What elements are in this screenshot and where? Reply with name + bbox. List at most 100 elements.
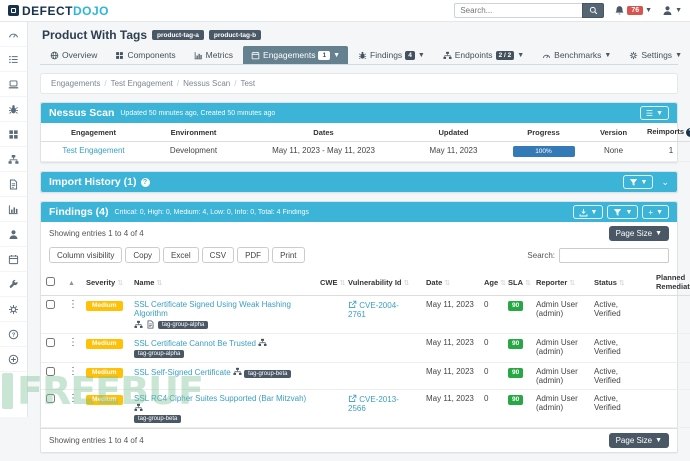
defectdojo-logo[interactable]: DEFECTDOJO	[8, 4, 109, 18]
sitemap-icon	[134, 320, 143, 329]
caret-down-icon: ▼	[675, 52, 682, 59]
findings-panel: Findings (4) Critical: 0, High: 0, Mediu…	[40, 201, 678, 453]
col-sla[interactable]: SLA	[503, 269, 531, 296]
page-size-button-bottom[interactable]: Page Size▼	[609, 433, 669, 448]
note-icon	[146, 320, 155, 329]
search-input[interactable]	[454, 3, 582, 18]
sidebar-item-tools[interactable]	[0, 272, 27, 297]
caret-down-icon: ▼	[641, 179, 648, 186]
sidebar-item-configuration[interactable]	[0, 297, 27, 322]
caret-down-icon: ▼	[656, 110, 663, 117]
col-name[interactable]: Name	[129, 269, 315, 296]
bug-icon	[358, 51, 367, 60]
notifications-menu[interactable]: 76 ▼	[614, 5, 652, 16]
sidebar-item-calendar[interactable]	[0, 247, 27, 272]
sort-asc-icon[interactable]: ▲	[68, 280, 75, 287]
select-all-checkbox[interactable]	[46, 277, 55, 286]
sla-badge: 90	[508, 395, 523, 405]
select-finding-checkbox[interactable]	[46, 367, 55, 376]
breadcrumb-test-engagement[interactable]: Test Engagement	[111, 79, 180, 88]
engagement-link[interactable]: Test Engagement	[62, 146, 124, 155]
tab-components[interactable]: Components	[107, 46, 183, 64]
excel-button[interactable]: Excel	[163, 247, 199, 263]
select-finding-checkbox[interactable]	[46, 300, 55, 309]
breadcrumb: Engagements Test Engagement Nessus Scan …	[40, 73, 678, 94]
finding-name-link[interactable]: SSL RC4 Cipher Suites Supported (Bar Mit…	[134, 394, 306, 403]
planned-remediation-value	[651, 390, 690, 428]
col-vulnerability-id[interactable]: Vulnerability Id	[343, 269, 421, 296]
finding-name-link[interactable]: SSL Self-Signed Certificate	[134, 368, 231, 377]
col-cwe[interactable]: CWE	[315, 269, 343, 296]
vulnerability-id-link[interactable]: CVE-2004-2761	[348, 301, 399, 319]
tab-benchmarks[interactable]: Benchmarks▼	[534, 46, 619, 64]
caret-down-icon: ▼	[333, 52, 340, 59]
kebab-menu-icon[interactable]: ⋮	[68, 299, 78, 310]
select-finding-checkbox[interactable]	[46, 338, 55, 347]
tab-overview[interactable]: Overview	[42, 46, 105, 64]
findings-count-badge: 4	[405, 51, 415, 60]
caret-down-icon: ▼	[418, 52, 425, 59]
col-status[interactable]: Status	[589, 269, 651, 296]
test-row: Test Engagement Development May 11, 2023…	[41, 142, 690, 162]
col-reporter[interactable]: Reporter	[531, 269, 589, 296]
test-actions-menu-button[interactable]: ☰▼	[640, 106, 669, 120]
collapse-chevron-icon[interactable]: ⌄	[661, 177, 669, 188]
column-visibility-button[interactable]: Column visibility	[49, 247, 122, 263]
col-planned-remediation[interactable]: Planned Remediation	[651, 269, 690, 296]
sidebar-item-checklist[interactable]	[0, 47, 27, 72]
copy-button[interactable]: Copy	[125, 247, 160, 263]
import-history-filter-button[interactable]: ▼	[623, 175, 654, 189]
kebab-menu-icon[interactable]: ⋮	[68, 366, 78, 377]
sidebar-item-target[interactable]	[0, 347, 27, 372]
age-value: 0	[479, 334, 503, 363]
finding-name-link[interactable]: SSL Certificate Cannot Be Trusted	[134, 339, 256, 348]
page-size-button-top[interactable]: Page Size▼	[609, 226, 669, 241]
status-value: Active, Verified	[589, 363, 651, 390]
plus-icon: +	[648, 208, 653, 217]
sidebar-item-dashboard[interactable]	[0, 22, 27, 47]
col-environment: Environment	[146, 123, 241, 142]
print-button[interactable]: Print	[272, 247, 304, 263]
col-severity[interactable]: Severity	[81, 269, 129, 296]
sidebar-item-findings[interactable]	[0, 97, 27, 122]
severity-badge: Medium	[86, 339, 123, 349]
sidebar-item-users[interactable]	[0, 222, 27, 247]
col-date[interactable]: Date	[421, 269, 479, 296]
col-engagement: Engagement	[41, 123, 146, 142]
vulnerability-id-link[interactable]: CVE-2013-2566	[348, 395, 399, 413]
sitemap-icon	[443, 51, 452, 60]
sidebar-item-metrics[interactable]	[0, 197, 27, 222]
sidebar-item-products[interactable]	[0, 72, 27, 97]
pdf-button[interactable]: PDF	[237, 247, 269, 263]
help-icon[interactable]: ?	[141, 178, 150, 187]
col-age[interactable]: Age	[479, 269, 503, 296]
csv-button[interactable]: CSV	[202, 247, 234, 263]
tab-settings[interactable]: Settings▼	[621, 46, 690, 64]
sidebar-item-help[interactable]	[0, 322, 27, 347]
sidebar-item-components[interactable]	[0, 122, 27, 147]
findings-add-button[interactable]: +▼	[642, 205, 669, 219]
findings-search-input[interactable]	[559, 248, 669, 263]
vulnerability-id-value	[343, 363, 421, 390]
user-menu[interactable]: ▼	[662, 5, 682, 16]
sidebar-item-reports[interactable]	[0, 172, 27, 197]
breadcrumb-test: Test	[240, 79, 255, 88]
sidebar-item-endpoints[interactable]	[0, 147, 27, 172]
search-label: Search:	[527, 251, 555, 260]
search-button[interactable]	[582, 3, 604, 18]
tab-metrics[interactable]: Metrics	[186, 46, 241, 64]
caret-down-icon: ▼	[625, 209, 632, 216]
breadcrumb-nessus-scan[interactable]: Nessus Scan	[183, 79, 236, 88]
breadcrumb-engagements[interactable]: Engagements	[51, 79, 107, 88]
planned-remediation-value	[651, 363, 690, 390]
select-finding-checkbox[interactable]	[46, 394, 55, 403]
finding-name-link[interactable]: SSL Certificate Signed Using Weak Hashin…	[134, 300, 291, 318]
findings-filter-button[interactable]: ▼	[607, 205, 638, 219]
help-icon[interactable]: ?	[686, 128, 690, 137]
kebab-menu-icon[interactable]: ⋮	[68, 393, 78, 404]
findings-download-button[interactable]: ▼	[573, 205, 604, 219]
kebab-menu-icon[interactable]: ⋮	[68, 337, 78, 348]
